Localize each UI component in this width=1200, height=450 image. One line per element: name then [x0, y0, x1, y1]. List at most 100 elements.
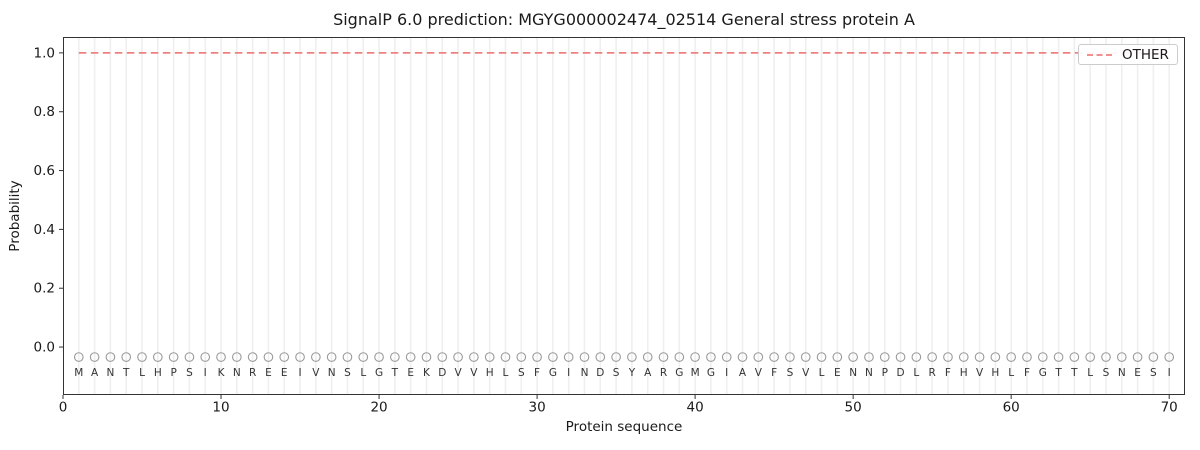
- residue-letter: L: [913, 367, 919, 379]
- residue-letter: V: [755, 367, 763, 379]
- residue-marker: [390, 352, 400, 362]
- residue-letter: E: [1134, 367, 1141, 379]
- residue-marker: [1101, 352, 1111, 362]
- residue-marker: [1164, 352, 1175, 362]
- residue-marker: [974, 352, 985, 362]
- residue-letter: S: [518, 367, 525, 379]
- residue-marker: [516, 352, 527, 362]
- residue-letter: L: [819, 367, 825, 379]
- residue-letter: R: [660, 367, 667, 379]
- residue-letter: L: [139, 367, 145, 379]
- residue-marker: [737, 352, 748, 362]
- residue-letter: G: [1039, 367, 1047, 379]
- residue-marker: [137, 352, 147, 362]
- residue-letter: G: [375, 367, 383, 379]
- residue-marker: [168, 352, 179, 362]
- residue-marker: [121, 352, 132, 362]
- residue-letter: F: [1024, 367, 1030, 379]
- residue-marker: [848, 352, 858, 362]
- residue-letter: A: [739, 367, 747, 379]
- legend-label: OTHER: [1122, 46, 1169, 63]
- residue-marker: [310, 352, 321, 362]
- residue-letter: H: [486, 367, 494, 379]
- residue-letter: T: [1070, 367, 1078, 379]
- residue-letter: D: [596, 367, 604, 379]
- residue-marker: [958, 352, 969, 362]
- residue-marker: [1116, 352, 1127, 362]
- y-axis-ticks: 0.0 0.2 0.4 0.6 0.8 1.0: [34, 45, 63, 356]
- residue-letter: S: [186, 367, 193, 379]
- residue-marker: [816, 352, 827, 362]
- residue-letter: F: [534, 367, 540, 379]
- y-tick-label: 0.4: [34, 222, 55, 238]
- residue-letter: R: [249, 367, 256, 379]
- residue-letter: Y: [628, 367, 636, 379]
- residue-letter: T: [1054, 367, 1062, 379]
- chart-title: SignalP 6.0 prediction: MGYG000002474_02…: [333, 10, 915, 29]
- residue-letter: S: [787, 367, 794, 379]
- residue-marker: [405, 352, 416, 362]
- residue-marker: [879, 352, 890, 362]
- x-axis-ticks: 0 10 20 30 40 50 60 70: [59, 395, 1178, 416]
- residue-marker: [690, 352, 700, 362]
- residue-letter: I: [204, 367, 207, 379]
- residue-letter: G: [707, 367, 715, 379]
- x-tick-label: 10: [212, 400, 229, 416]
- legend-line-sample: [1087, 53, 1113, 56]
- residue-marker: [642, 352, 653, 362]
- residue-marker: [532, 352, 542, 362]
- residue-letter: I: [567, 367, 570, 379]
- residue-letter: M: [691, 367, 700, 379]
- residue-marker: [1132, 352, 1143, 362]
- x-tick-label: 0: [59, 400, 68, 416]
- x-tick-label: 70: [1161, 400, 1178, 416]
- y-tick-label: 0.2: [34, 281, 55, 297]
- residue-letter: V: [454, 367, 462, 379]
- residue-letter: I: [725, 367, 728, 379]
- residue-marker: [563, 352, 574, 362]
- residue-marker: [864, 352, 874, 362]
- residue-marker: [769, 352, 779, 362]
- residue-marker: [1037, 352, 1048, 362]
- residue-letter: G: [675, 367, 683, 379]
- x-tick-label: 30: [528, 400, 545, 416]
- residue-marker: [658, 352, 669, 362]
- residue-letter: L: [503, 367, 509, 379]
- residue-letter: S: [613, 367, 620, 379]
- y-tick-label: 0.0: [34, 340, 55, 356]
- y-axis-label: Probability: [7, 180, 23, 252]
- residue-marker: [595, 352, 606, 362]
- residue-letter: N: [106, 367, 114, 379]
- residue-marker: [152, 352, 163, 362]
- residue-marker: [832, 352, 843, 362]
- y-tick-label: 0.8: [34, 104, 55, 120]
- residue-marker: [943, 352, 953, 362]
- residue-letter: L: [1008, 367, 1014, 379]
- y-tick-label: 0.6: [34, 163, 55, 179]
- residue-marker: [611, 352, 621, 362]
- residue-letter: I: [1168, 367, 1171, 379]
- residue-marker: [548, 352, 558, 362]
- residue-marker: [1148, 352, 1159, 362]
- residue-letter: M: [74, 367, 83, 379]
- residue-marker: [453, 352, 463, 362]
- residue-letter: K: [218, 367, 226, 379]
- residue-marker: [484, 352, 495, 362]
- residue-letter: D: [438, 367, 446, 379]
- residue-marker: [326, 352, 337, 362]
- residue-letter: P: [170, 367, 176, 379]
- residue-letter: V: [470, 367, 478, 379]
- residue-letter: V: [312, 367, 320, 379]
- residue-marker: [105, 352, 116, 362]
- residue-marker: [89, 352, 100, 362]
- residue-letter: H: [991, 367, 999, 379]
- residue-letter: L: [360, 367, 366, 379]
- residue-letter: E: [407, 367, 414, 379]
- residue-letter: D: [897, 367, 905, 379]
- residue-letter: A: [91, 367, 99, 379]
- residue-letter: I: [298, 367, 301, 379]
- residue-letter: E: [834, 367, 841, 379]
